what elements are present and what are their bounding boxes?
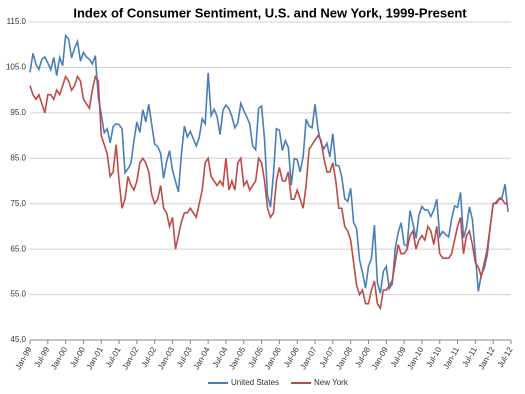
x-tick-label: Jan-06	[263, 345, 283, 371]
x-tick-label: Jan-05	[227, 345, 247, 371]
x-tick-label: Jan-02	[120, 345, 140, 371]
legend-label: United States	[231, 378, 279, 387]
y-tick-label: 75.0	[10, 199, 26, 208]
x-tick-label: Jul-08	[353, 345, 372, 369]
y-tick-label: 95.0	[10, 108, 26, 117]
x-tick-label: Jan-10	[405, 345, 425, 371]
legend-label: New York	[314, 378, 349, 387]
chart-title: Index of Consumer Sentiment, U.S. and Ne…	[73, 5, 467, 20]
x-tick-label: Jan-99	[14, 345, 34, 371]
x-tick-label: Jul-00	[68, 345, 87, 369]
x-tick-label: Jul-10	[425, 345, 444, 369]
y-tick-label: 65.0	[10, 244, 26, 253]
y-tick-label: 85.0	[10, 153, 26, 162]
y-tick-label: 55.0	[10, 290, 26, 299]
x-tick-label: Jan-01	[85, 345, 105, 371]
x-tick-label: Jul-02	[140, 345, 159, 369]
x-tick-label: Jul-09	[389, 345, 408, 369]
series-line	[29, 33, 509, 294]
x-tick-label: Jan-08	[334, 345, 354, 371]
series-line	[29, 74, 509, 311]
x-tick-label: Jan-09	[370, 345, 390, 371]
x-tick-label: Jul-03	[175, 345, 194, 369]
x-tick-label: Jan-12	[477, 345, 497, 371]
y-tick-label: 45.0	[10, 335, 26, 344]
x-tick-label: Jan-11	[441, 345, 461, 371]
x-tick-label: Jul-07	[318, 345, 337, 369]
x-tick-label: Jan-00	[49, 345, 69, 371]
x-tick-label: Jul-99	[33, 345, 52, 369]
x-tick-label: Jan-07	[299, 345, 319, 371]
x-tick-label: Jul-11	[461, 345, 480, 368]
x-tick-label: Jul-01	[104, 345, 123, 369]
y-tick-label: 105.0	[6, 63, 27, 72]
x-tick-label: Jul-12	[496, 345, 515, 369]
x-tick-label: Jul-05	[246, 345, 265, 369]
y-tick-label: 115.0	[7, 17, 27, 26]
x-tick-label: Jul-04	[211, 345, 230, 369]
x-tick-label: Jan-03	[156, 345, 176, 371]
x-tick-label: Jul-06	[282, 345, 301, 369]
x-tick-label: Jan-04	[192, 345, 212, 371]
